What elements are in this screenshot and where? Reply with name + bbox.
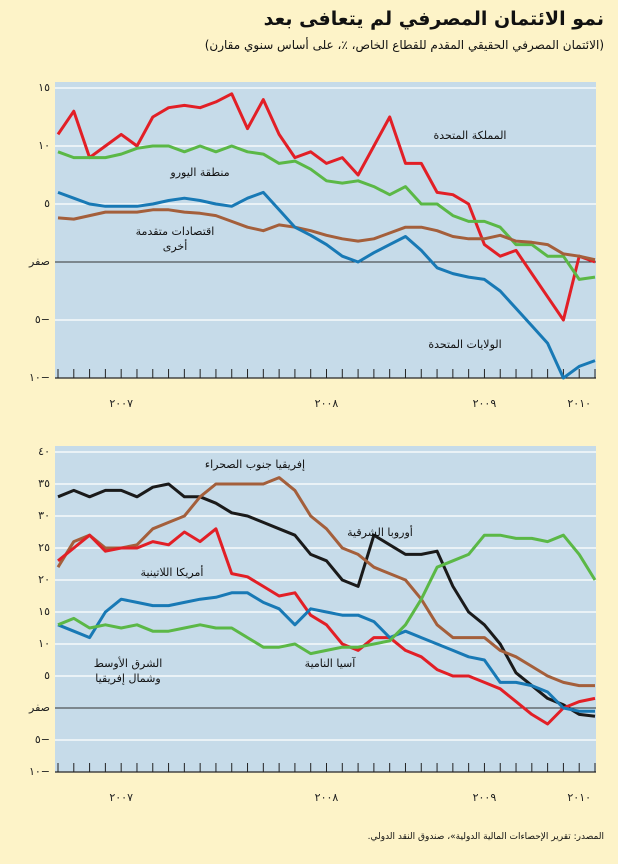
y-tick-label: ٢٥ [38, 541, 50, 554]
series-label: الولايات المتحدة [428, 338, 502, 351]
series-label: المملكة المتحدة [433, 129, 507, 142]
x-tick-label: ٢٠١٠ [567, 791, 591, 804]
y-tick-label: ١٥ [38, 605, 50, 618]
series-label: إفريقيا جنوب الصحراء [204, 458, 306, 471]
y-tick-label: ١٠− [29, 371, 50, 384]
series-label: الشرق الأوسط وشمال إفريقيا [93, 657, 163, 685]
series-line [56, 92, 596, 322]
y-tick-label: ١٥ [38, 81, 50, 94]
series-label: أوروبا الشرقية [347, 526, 413, 539]
series-line [57, 527, 596, 726]
x-tick-label: ٢٠٠٨ [315, 791, 339, 804]
title: نمو الائتمان المصرفي لم يتعافى بعد [263, 8, 604, 30]
y-tick-label: ١٠ [38, 139, 50, 152]
x-tick-label: ٢٠٠٩ [473, 397, 497, 410]
x-tick-label: ٢٠١٠ [567, 397, 591, 410]
y-tick-label: صفر [28, 255, 50, 268]
source: المصدر: تقرير الإحصاءات المالية الدولية»… [367, 832, 604, 842]
series-line [57, 533, 597, 656]
y-tick-label: ١٠ [38, 637, 50, 650]
subtitle: (الائتمان المصرفي الحقيقي المقدم للقطاع … [204, 38, 604, 52]
y-tick-label: ٥ [44, 197, 50, 210]
x-tick-label: ٢٠٠٨ [315, 397, 339, 410]
y-tick-label: صفر [28, 701, 50, 714]
series-label: آسيا النامية [304, 657, 356, 670]
series-label: اقتصادات متقدمة أخرى [135, 225, 215, 253]
y-tick-label: ٥− [35, 313, 50, 326]
y-tick-label: ٥− [35, 733, 50, 746]
series-line [57, 190, 596, 380]
y-tick-label: ٣٥ [38, 477, 50, 490]
series-line [57, 144, 596, 281]
series-label: منطقة اليورو [170, 166, 230, 179]
y-tick-label: ٤٠ [38, 445, 50, 458]
y-tick-label: ٥ [44, 669, 50, 682]
series-line [56, 476, 595, 688]
plot-area [55, 446, 596, 772]
series-line [57, 591, 595, 713]
y-tick-label: ٢٠ [38, 573, 50, 586]
y-tick-label: ٣٠ [38, 509, 50, 522]
x-tick-label: ٢٠٠٧ [109, 791, 133, 804]
x-tick-label: ٢٠٠٩ [473, 791, 497, 804]
series-line [57, 208, 596, 262]
y-tick-label: ١٠− [29, 765, 50, 778]
series-label: أمريكا اللاتينية [140, 566, 204, 579]
x-tick-label: ٢٠٠٧ [109, 397, 133, 410]
